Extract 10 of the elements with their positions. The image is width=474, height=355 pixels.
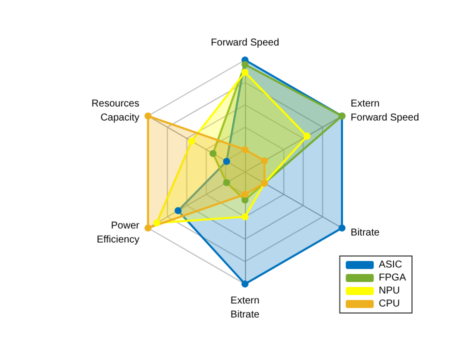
spoke-label: Bitrate [350, 228, 380, 238]
spoke-label: Extern Forward Speed [350, 98, 420, 124]
spoke-label: Forward Speed [210, 38, 280, 48]
legend-label: CPU [378, 298, 400, 310]
legend-label: NPU [378, 286, 400, 296]
legend-label: FPGA [378, 272, 406, 284]
spoke-label: Resources Capacity [92, 98, 140, 124]
legend-label: ASIC [378, 260, 402, 270]
spoke-label: Extern Bitrate [230, 296, 260, 320]
spoke-label: Power Efficiency [96, 220, 140, 246]
